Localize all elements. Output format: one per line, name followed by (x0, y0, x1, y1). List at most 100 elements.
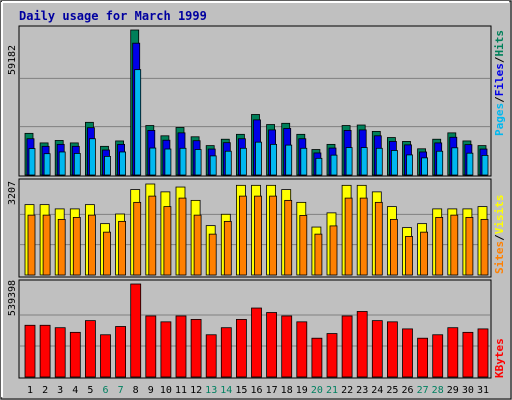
kbytes-bars (20, 283, 490, 378)
bar-sites (163, 206, 172, 276)
chart-title: Daily usage for March 1999 (19, 9, 207, 23)
legend-kbytes: KBytes (493, 338, 506, 378)
bar-pages (466, 152, 474, 176)
legend-item-sites: Sites (493, 241, 506, 274)
x-tick-label: 13 (205, 385, 217, 396)
x-tick-label: 31 (477, 385, 489, 396)
legend-text: KBytes (493, 338, 506, 378)
bar-kbytes (341, 315, 353, 378)
legend-item-visits: Visits (493, 195, 506, 235)
bar-pages (209, 155, 217, 176)
bar-kbytes (462, 331, 474, 378)
bar-sites (374, 201, 383, 276)
bar-kbytes (235, 319, 247, 378)
bar-kbytes (220, 327, 232, 378)
bar-kbytes (356, 311, 368, 378)
bar-sites (269, 195, 278, 276)
bar-sites (329, 225, 338, 276)
bar-sites (103, 231, 111, 276)
x-tick-label: 22 (341, 385, 353, 396)
bar-pages (149, 147, 157, 176)
x-tick-label: 19 (296, 385, 308, 396)
bar-pages (239, 147, 247, 176)
bar-sites (344, 197, 353, 276)
x-tick-label: 17 (266, 385, 278, 396)
bar-sites (299, 215, 308, 276)
x-tick-label: 4 (72, 385, 78, 396)
bar-pages (360, 147, 368, 176)
bar-pages (375, 147, 383, 176)
bar-sites (254, 195, 262, 276)
bar-kbytes (39, 324, 51, 378)
bar-pages (421, 157, 429, 176)
bar-kbytes (100, 334, 111, 378)
bar-kbytes (205, 334, 217, 378)
bar-pages (330, 154, 338, 176)
legend-item-hits: Hits (493, 30, 506, 57)
legend-separator: / (493, 96, 506, 103)
legend-hits-files-pages: Pages/Files/Hits (493, 30, 506, 136)
bar-pages (224, 150, 232, 176)
bar-pages (194, 149, 202, 176)
bar-pages (285, 144, 293, 176)
bar-sites (118, 220, 126, 276)
bar-kbytes (160, 321, 172, 378)
x-tick-label: 26 (401, 385, 413, 396)
bar-pages (119, 151, 126, 176)
bar-sites (88, 214, 96, 276)
x-tick-label: 16 (250, 385, 262, 396)
bar-sites (450, 214, 459, 276)
x-tick-label: 12 (190, 385, 202, 396)
x-tick-label: 30 (462, 385, 474, 396)
x-tick-label: 9 (148, 385, 154, 396)
bar-pages (134, 69, 142, 176)
bar-pages (451, 147, 459, 176)
x-tick-label: 2 (42, 385, 48, 396)
legend-item-files: Files (493, 63, 506, 96)
bar-pages (270, 143, 278, 176)
bar-kbytes (69, 331, 81, 378)
bar-sites (133, 201, 142, 276)
bar-kbytes (417, 337, 429, 378)
x-tick-label: 29 (447, 385, 459, 396)
bar-kbytes (85, 320, 96, 378)
x-tick-label: 28 (432, 385, 444, 396)
bar-sites (57, 218, 66, 276)
bar-pages (58, 151, 66, 176)
bar-sites (27, 214, 36, 276)
bar-sites (193, 214, 202, 276)
bar-pages (390, 150, 398, 176)
x-tick-label: 11 (175, 385, 187, 396)
x-tick-label: 1 (27, 385, 33, 396)
bar-kbytes (115, 326, 126, 378)
bar-pages (315, 157, 323, 176)
bar-kbytes (432, 334, 444, 378)
bar-pages (300, 147, 308, 176)
bar-kbytes (447, 327, 459, 378)
hits-bars (20, 29, 490, 176)
bar-sites (314, 233, 323, 276)
bar-kbytes (402, 328, 413, 378)
bar-pages (179, 147, 187, 176)
bar-sites (420, 231, 429, 276)
ymax-label-hits: 59182 (7, 45, 18, 75)
x-tick-label: 3 (57, 385, 63, 396)
bar-pages (255, 141, 262, 176)
bar-kbytes (175, 315, 187, 378)
legend-separator: / (493, 234, 506, 241)
x-axis-labels: 1 2 3 4 5 6 7 8 9 10 11 12 13 14 15 16 17 18 19 20 21 22 23 24 2… (27, 385, 489, 396)
legend-item-pages: Pages (493, 103, 506, 136)
bar-pages (43, 153, 51, 176)
bar-pages (345, 147, 353, 176)
bar-pages (104, 155, 111, 176)
bar-kbytes (326, 333, 338, 378)
x-tick-label: 5 (87, 385, 93, 396)
bar-sites (148, 195, 157, 276)
legend-separator: / (493, 56, 506, 63)
x-tick-label: 10 (160, 385, 172, 396)
bar-pages (406, 154, 413, 176)
bar-pages (28, 148, 36, 176)
x-tick-label: 25 (386, 385, 398, 396)
panel-sites-visits: 3207 Sites/Visits (7, 178, 506, 278)
